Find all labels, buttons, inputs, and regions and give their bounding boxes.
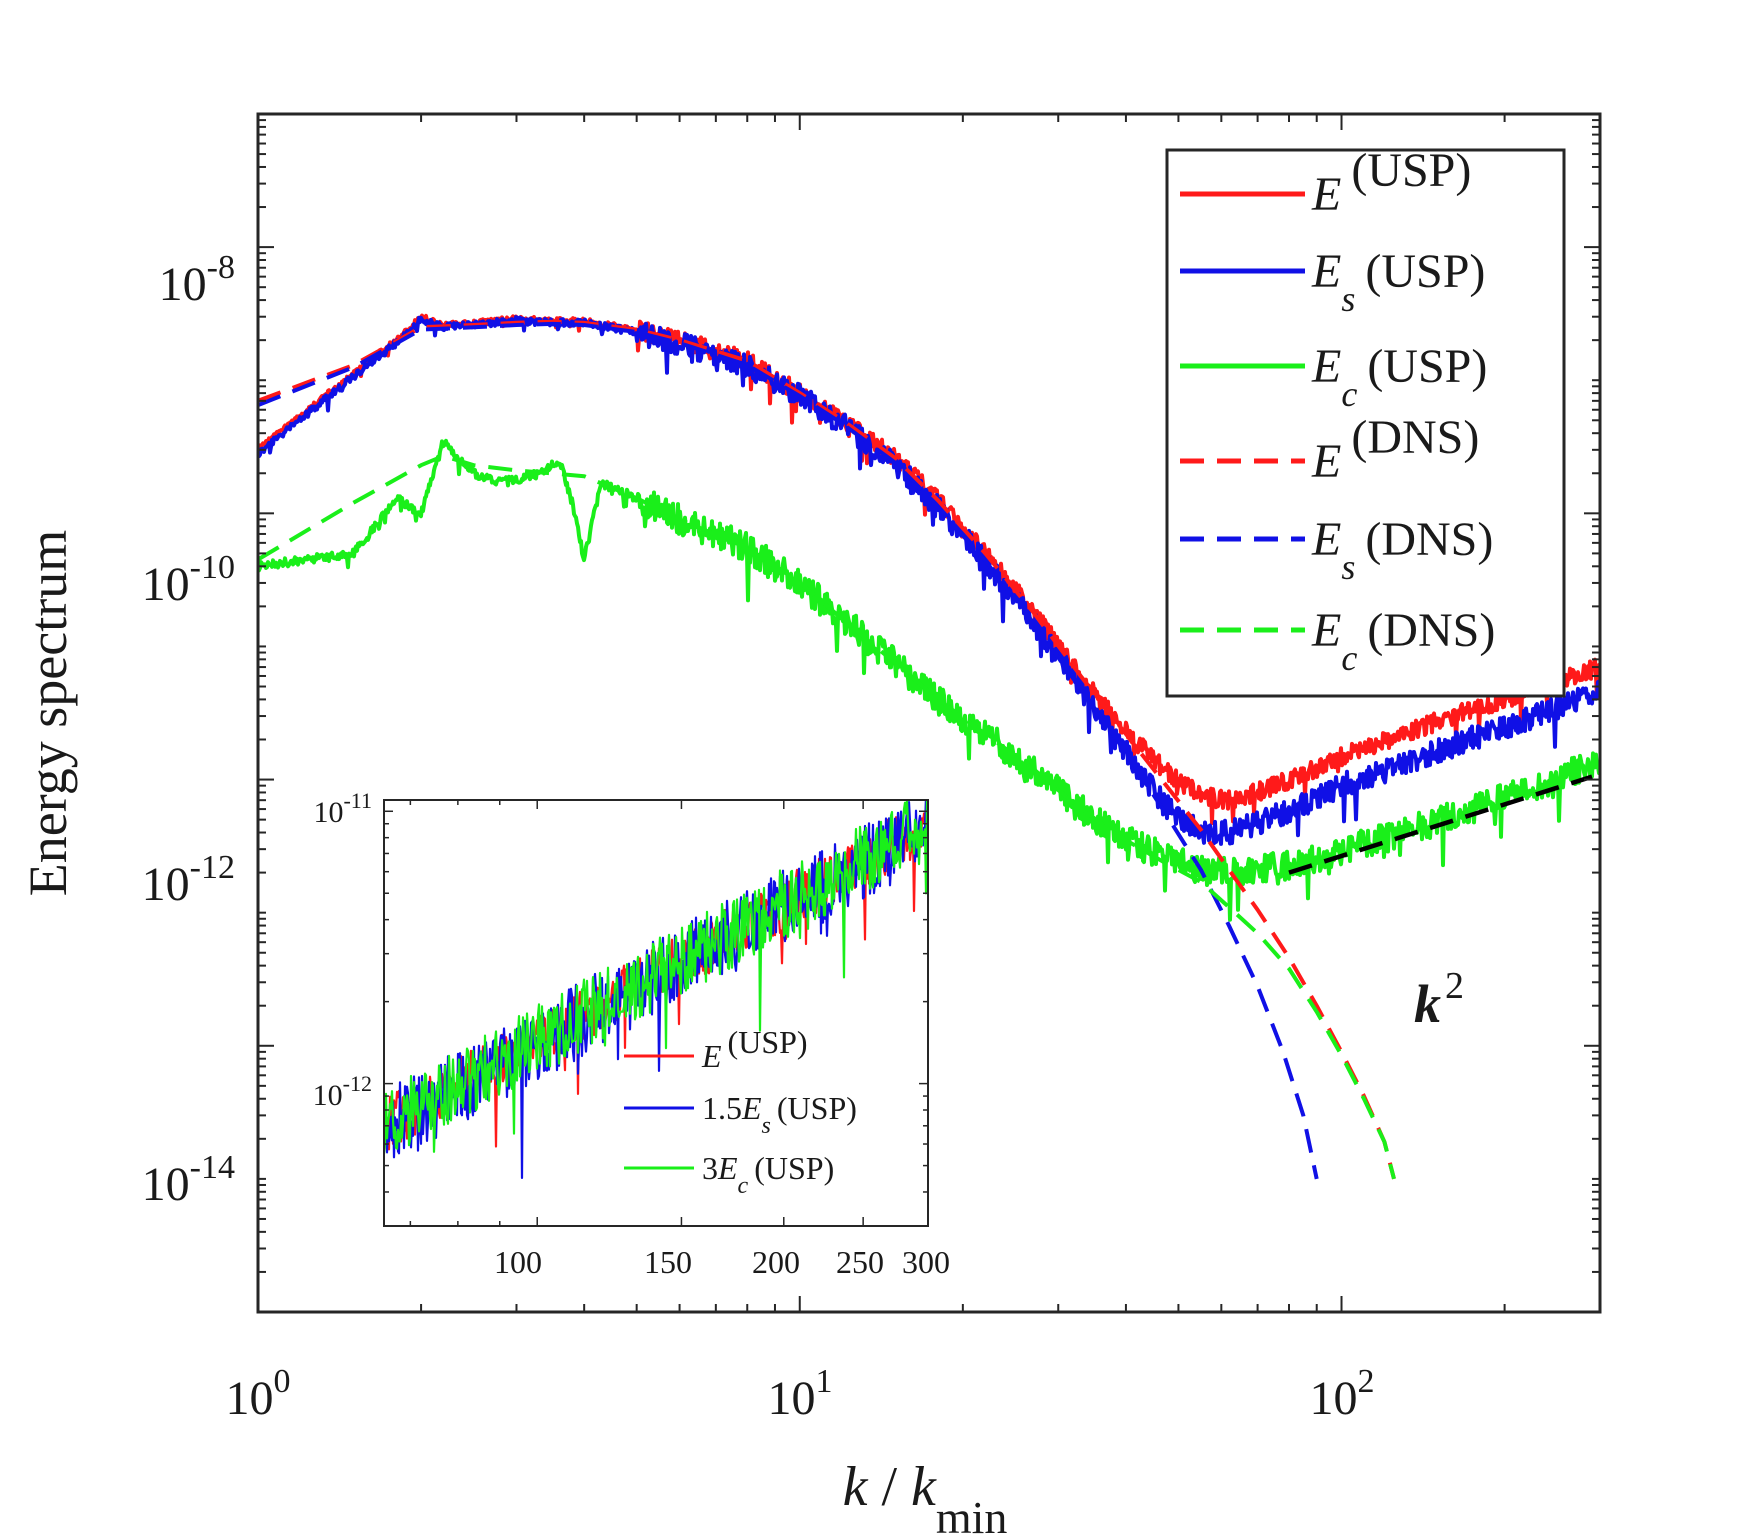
inset-x-tick-label-300: 300 <box>902 1244 950 1280</box>
inset-legend-label-es: 1.5Es (USP) <box>702 1090 857 1139</box>
x-tick-labels: 100 101 102 <box>226 1363 1375 1425</box>
main-series-ec-dns <box>258 453 1396 1180</box>
legend-label-es-usp: Es(USP) <box>1311 245 1485 319</box>
inset-axes-frame <box>383 799 929 1227</box>
inset-x-tick-label-250: 250 <box>836 1244 884 1280</box>
legend-label-ec-usp: Ec(USP) <box>1311 340 1487 414</box>
inset-y-tick-labels: 10-11 10-12 <box>313 788 372 1112</box>
main-series-k-2-reference <box>1288 774 1593 875</box>
inset-x-tick-label-200: 200 <box>752 1244 800 1280</box>
x-tick-label-100: 102 <box>1310 1363 1375 1425</box>
inset-y-tick-label-1e-11: 10-11 <box>313 788 372 829</box>
inset-x-tick-label-150: 150 <box>644 1244 692 1280</box>
legend-label-e-usp: E (USP) <box>1311 144 1471 221</box>
y-tick-label-1e-12: 10-12 <box>142 849 235 911</box>
inset-x-tick-label-100: 100 <box>494 1244 542 1280</box>
inset-series-layer <box>384 800 928 1179</box>
legend-label-e-dns: E (DNS) <box>1311 411 1479 488</box>
legend-label-ec-dns: Ec(DNS) <box>1311 604 1495 678</box>
inset-y-tick-label-1e-12: 10-12 <box>313 1071 372 1112</box>
y-tick-labels: 10-8 10-10 10-12 10-14 <box>142 249 235 1211</box>
main-series-es-usp <box>258 315 1600 846</box>
legend-label-es-dns: Es(DNS) <box>1311 513 1493 587</box>
main-series-layer <box>258 313 1600 1180</box>
y-tick-label-1e-14: 10-14 <box>142 1149 235 1211</box>
inset-legend: E (USP) 1.5Es (USP) 3Ec (USP) <box>624 1024 857 1199</box>
inset-legend-label-ec: 3Ec (USP) <box>702 1150 834 1199</box>
main-series-es-dns <box>258 321 1319 1180</box>
main-legend-box <box>1165 148 1566 698</box>
inset-x-tick-labels: 100 150 200 250 300 <box>494 1244 950 1280</box>
inset-legend-label-e: E (USP) <box>701 1024 808 1074</box>
y-tick-label-1e-10: 10-10 <box>142 549 235 611</box>
main-legend: E (USP) Es(USP) Ec(USP) E (DNS) Es(DNS) Ec… <box>1165 144 1566 698</box>
x-tick-label-1: 100 <box>226 1363 291 1425</box>
inset-series-3ec-usp <box>384 800 928 1154</box>
main-axes-frame <box>256 112 1602 1314</box>
x-tick-label-10: 101 <box>768 1363 833 1425</box>
x-axis-label: k / kmin <box>843 1456 1008 1536</box>
y-tick-label-1e-8: 10-8 <box>159 249 235 311</box>
y-axis-label: Energy spectrum <box>18 530 78 896</box>
main-series-ec-usp <box>258 438 1600 922</box>
main-series-e-dns <box>258 319 1396 1180</box>
